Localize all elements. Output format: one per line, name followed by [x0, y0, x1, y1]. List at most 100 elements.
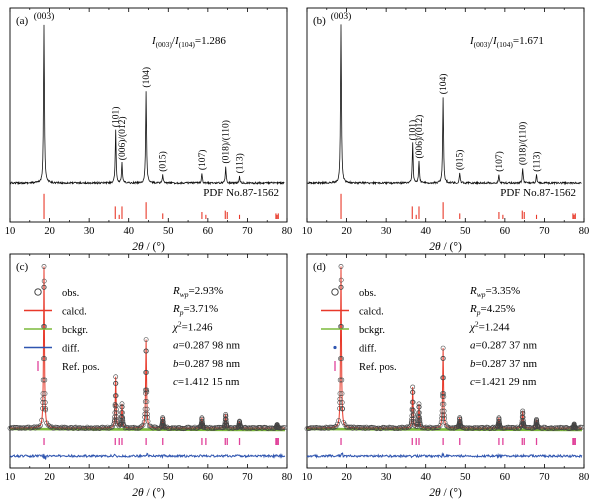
observed-point: [69, 425, 75, 430]
peak-label: (015): [158, 151, 169, 172]
observed-point: [43, 405, 48, 411]
observed-point: [405, 425, 411, 431]
x-axis-symbol: 2θ: [429, 241, 441, 253]
observed-point: [579, 424, 585, 430]
x-axis-label: 2θ / (°): [429, 487, 462, 499]
observed-point: [552, 425, 558, 430]
observed-point: [40, 377, 46, 383]
observed-point: [95, 425, 100, 430]
param-symbol: c: [470, 376, 475, 388]
x-tick-label: 60: [203, 472, 214, 483]
peak-label: (003): [34, 11, 55, 22]
observed-point: [404, 424, 410, 430]
peak-label: (003): [331, 11, 352, 22]
x-tick-label: 70: [242, 472, 253, 483]
refinement-parameter: Rp=3.71%: [172, 303, 218, 317]
param-value: =4.25%: [480, 303, 515, 315]
observed-point: [556, 425, 562, 431]
peak-label: (104): [141, 67, 152, 88]
observed-point: [144, 411, 150, 417]
observed-point: [43, 407, 48, 413]
observed-point: [440, 391, 445, 397]
observed-point: [105, 424, 110, 430]
observed-point: [223, 411, 229, 417]
x-tick-label: 80: [282, 472, 293, 483]
observed-point: [439, 415, 445, 421]
observed-point: [142, 411, 148, 417]
observed-point: [540, 426, 545, 431]
legend-label: obs.: [62, 288, 79, 299]
param-symbol: R: [172, 303, 180, 315]
observed-point: [390, 425, 396, 431]
ratio-i: I: [174, 35, 180, 47]
observed-point: [41, 264, 47, 269]
x-tick-label: 30: [84, 472, 95, 483]
observed-point: [149, 424, 155, 430]
observed-point: [144, 387, 150, 393]
observed-point: [113, 380, 119, 386]
param-value: =1.246: [182, 321, 213, 333]
x-tick-label: 10: [302, 472, 313, 483]
peak-label: (018)/(110): [221, 120, 232, 163]
x-axis-label: 2θ / (°): [132, 241, 165, 253]
param-symbol: R: [469, 285, 477, 297]
observed-point: [120, 415, 125, 420]
x-axis-unit: / (°): [144, 487, 165, 499]
legend-marker-observed: [34, 288, 42, 296]
observed-point: [410, 399, 416, 405]
x-tick-label: 50: [163, 472, 174, 483]
observed-point: [337, 396, 343, 402]
param-value: =3.71%: [183, 303, 218, 315]
legend-label: diff.: [359, 344, 377, 355]
background-line: [306, 427, 583, 432]
observed-point: [113, 374, 119, 380]
observed-point: [439, 408, 445, 414]
x-tick-label: 10: [5, 226, 16, 237]
observed-point: [199, 416, 205, 422]
observed-point: [416, 401, 422, 407]
observed-point: [507, 425, 512, 430]
observed-point: [441, 391, 447, 397]
observed-point: [475, 425, 481, 430]
difference-line: [306, 451, 583, 460]
observed-point: [223, 413, 229, 419]
x-tick-label: 10: [302, 226, 313, 237]
param-symbol: R: [172, 285, 180, 297]
observed-point: [42, 400, 48, 405]
observed-point: [76, 426, 81, 431]
observed-point: [60, 425, 66, 431]
legend-label: Ref. pos.: [62, 362, 100, 373]
refinement-parameter: χ2=1.246: [172, 319, 213, 333]
observed-point: [407, 424, 412, 430]
param-subscript: p: [476, 308, 481, 317]
x-tick-label: 20: [44, 226, 55, 237]
ratio-sub-num: (003): [156, 40, 173, 49]
param-subscript: wp: [180, 290, 189, 299]
observed-point: [224, 423, 230, 429]
observed-point: [223, 416, 229, 422]
param-symbol: a: [470, 340, 476, 352]
observed-point: [342, 422, 348, 428]
observed-point: [142, 414, 148, 420]
observed-point: [338, 284, 344, 290]
observed-point: [150, 425, 156, 431]
intensity-ratio: I(003)/I(104)=1.286: [151, 35, 226, 49]
observed-point: [339, 391, 345, 396]
legend-label: calcd.: [62, 307, 87, 318]
observed-point: [339, 377, 345, 383]
peak-label: (015): [455, 150, 466, 171]
observed-point: [440, 355, 446, 361]
observed-point: [113, 393, 119, 399]
observed-point: [143, 387, 148, 393]
observed-point: [84, 424, 90, 430]
observed-point: [16, 425, 22, 431]
observed-point: [42, 356, 47, 362]
param-value: =0.287 37 nm: [476, 340, 538, 352]
observed-point: [41, 278, 47, 284]
observed-point: [40, 405, 45, 411]
observed-point: [125, 425, 131, 430]
observed-point: [38, 423, 43, 428]
observed-point: [410, 413, 416, 418]
observed-point: [200, 424, 206, 430]
panel-label: (a): [16, 15, 29, 27]
